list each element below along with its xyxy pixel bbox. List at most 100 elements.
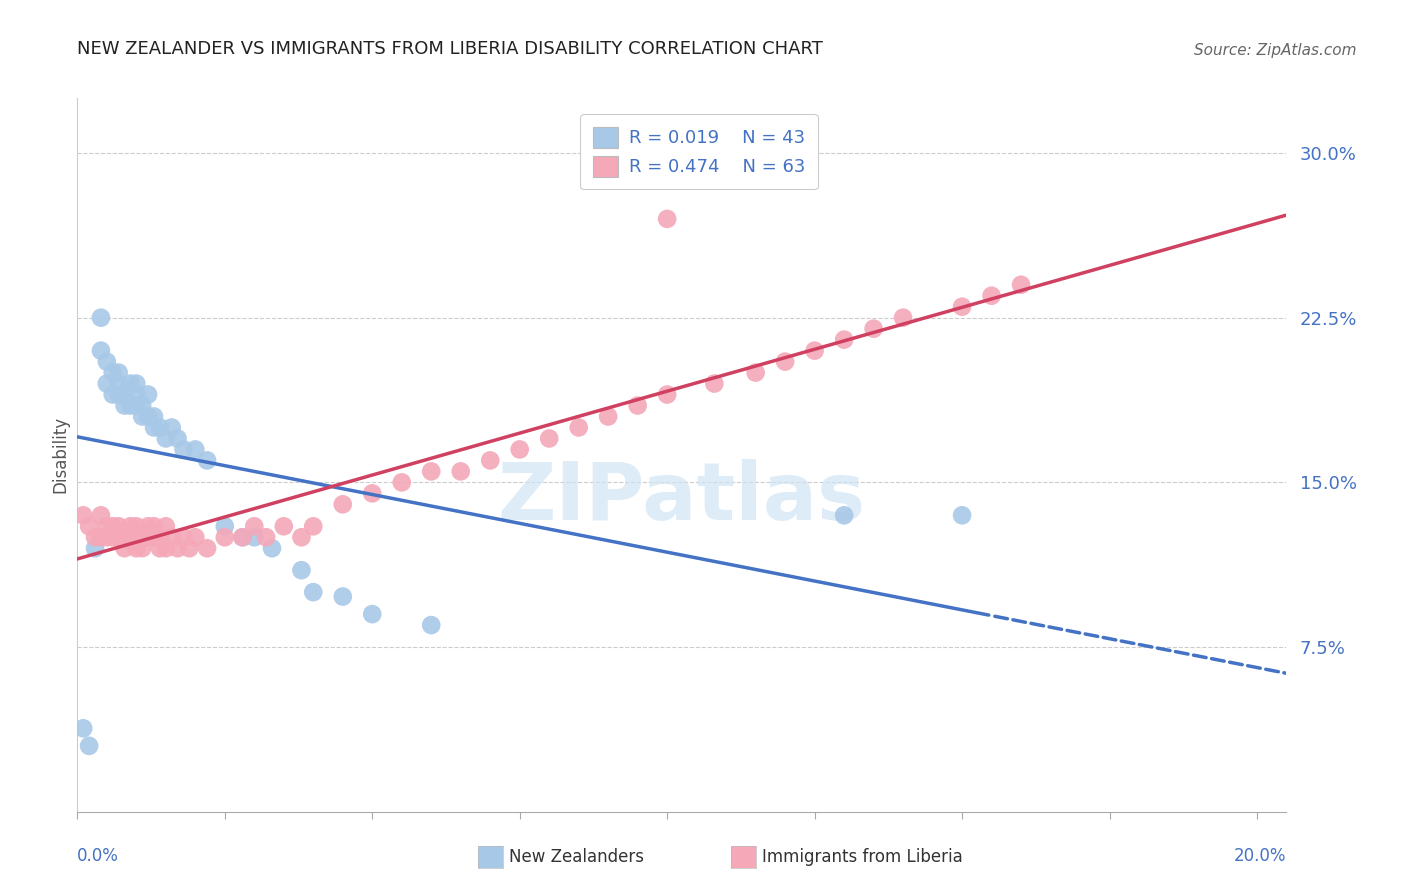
Point: [179, 541, 201, 556]
Point: [184, 530, 207, 544]
Point: [120, 376, 142, 391]
Point: [136, 519, 159, 533]
Point: [332, 497, 354, 511]
Point: [290, 563, 312, 577]
Point: [598, 409, 620, 424]
Point: [72, 721, 94, 735]
Point: [231, 530, 253, 544]
Point: [101, 366, 124, 380]
Point: [149, 541, 172, 556]
Point: [166, 432, 188, 446]
Point: [627, 399, 650, 413]
Point: [184, 442, 207, 457]
Point: [114, 530, 136, 544]
Point: [173, 530, 195, 544]
Point: [950, 300, 973, 314]
Text: 20.0%: 20.0%: [1234, 847, 1286, 865]
Point: [136, 387, 159, 401]
Point: [391, 475, 413, 490]
Point: [90, 310, 112, 325]
Point: [273, 519, 295, 533]
Point: [450, 464, 472, 478]
Legend: R = 0.019    N = 43, R = 0.474    N = 63: R = 0.019 N = 43, R = 0.474 N = 63: [581, 114, 818, 189]
Point: [131, 530, 153, 544]
Point: [136, 409, 159, 424]
Point: [114, 541, 136, 556]
Point: [420, 618, 443, 632]
Point: [149, 530, 172, 544]
Point: [96, 519, 118, 533]
Point: [155, 432, 177, 446]
Point: [107, 387, 129, 401]
Point: [96, 530, 118, 544]
Point: [832, 333, 855, 347]
Point: [744, 366, 766, 380]
Point: [90, 343, 112, 358]
Point: [90, 530, 112, 544]
Point: [290, 530, 312, 544]
Point: [862, 321, 884, 335]
Point: [107, 366, 129, 380]
Point: [420, 464, 443, 478]
Point: [231, 530, 253, 544]
Point: [120, 399, 142, 413]
Point: [136, 530, 159, 544]
Point: [120, 519, 142, 533]
Point: [160, 530, 183, 544]
Point: [125, 519, 148, 533]
Point: [166, 541, 188, 556]
Point: [125, 399, 148, 413]
Point: [101, 519, 124, 533]
Point: [143, 420, 166, 434]
Point: [332, 590, 354, 604]
Point: [361, 607, 384, 621]
Point: [72, 508, 94, 523]
Text: NEW ZEALANDER VS IMMIGRANTS FROM LIBERIA DISABILITY CORRELATION CHART: NEW ZEALANDER VS IMMIGRANTS FROM LIBERIA…: [77, 40, 823, 58]
Point: [302, 585, 325, 599]
Point: [84, 530, 107, 544]
Point: [125, 387, 148, 401]
Point: [657, 211, 679, 226]
Text: Source: ZipAtlas.com: Source: ZipAtlas.com: [1194, 43, 1357, 58]
Point: [950, 508, 973, 523]
Point: [155, 519, 177, 533]
Point: [155, 541, 177, 556]
Point: [131, 541, 153, 556]
Point: [96, 376, 118, 391]
Point: [107, 519, 129, 533]
Point: [243, 519, 266, 533]
Point: [657, 387, 679, 401]
Point: [90, 508, 112, 523]
Point: [243, 530, 266, 544]
Point: [803, 343, 825, 358]
Point: [773, 354, 796, 368]
Point: [260, 541, 283, 556]
Point: [107, 530, 129, 544]
Point: [114, 387, 136, 401]
Point: [143, 409, 166, 424]
Point: [101, 387, 124, 401]
Point: [1010, 277, 1032, 292]
Point: [131, 409, 153, 424]
Point: [125, 541, 148, 556]
Point: [195, 541, 218, 556]
Point: [107, 376, 129, 391]
Point: [101, 530, 124, 544]
Point: [131, 399, 153, 413]
Point: [114, 399, 136, 413]
Point: [479, 453, 502, 467]
Point: [143, 519, 166, 533]
Text: Immigrants from Liberia: Immigrants from Liberia: [762, 848, 963, 866]
Point: [538, 432, 561, 446]
Point: [214, 519, 236, 533]
Point: [84, 541, 107, 556]
Y-axis label: Disability: Disability: [51, 417, 69, 493]
Point: [96, 354, 118, 368]
Point: [195, 453, 218, 467]
Point: [149, 420, 172, 434]
Point: [125, 376, 148, 391]
Point: [77, 739, 100, 753]
Point: [120, 530, 142, 544]
Point: [509, 442, 531, 457]
Point: [254, 530, 277, 544]
